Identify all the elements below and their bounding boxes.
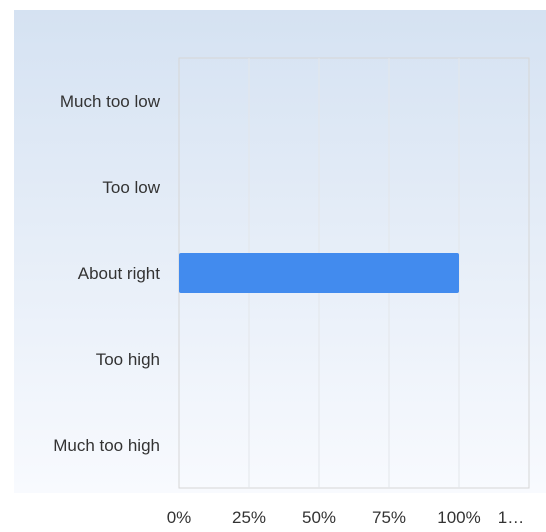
x-tick-label: 75% [372,508,406,527]
category-label: About right [78,264,160,283]
category-label: Too low [102,178,160,197]
category-label: Much too high [53,436,160,455]
x-tick-label: 25% [232,508,266,527]
category-label: Too high [96,350,160,369]
bar[interactable] [179,253,459,293]
category-label: Much too low [60,92,161,111]
chart-background [14,10,546,493]
x-tick-label: 100% [437,508,480,527]
x-tick-label: 50% [302,508,336,527]
x-tick-label: 1… [498,508,524,527]
x-tick-label: 0% [167,508,192,527]
